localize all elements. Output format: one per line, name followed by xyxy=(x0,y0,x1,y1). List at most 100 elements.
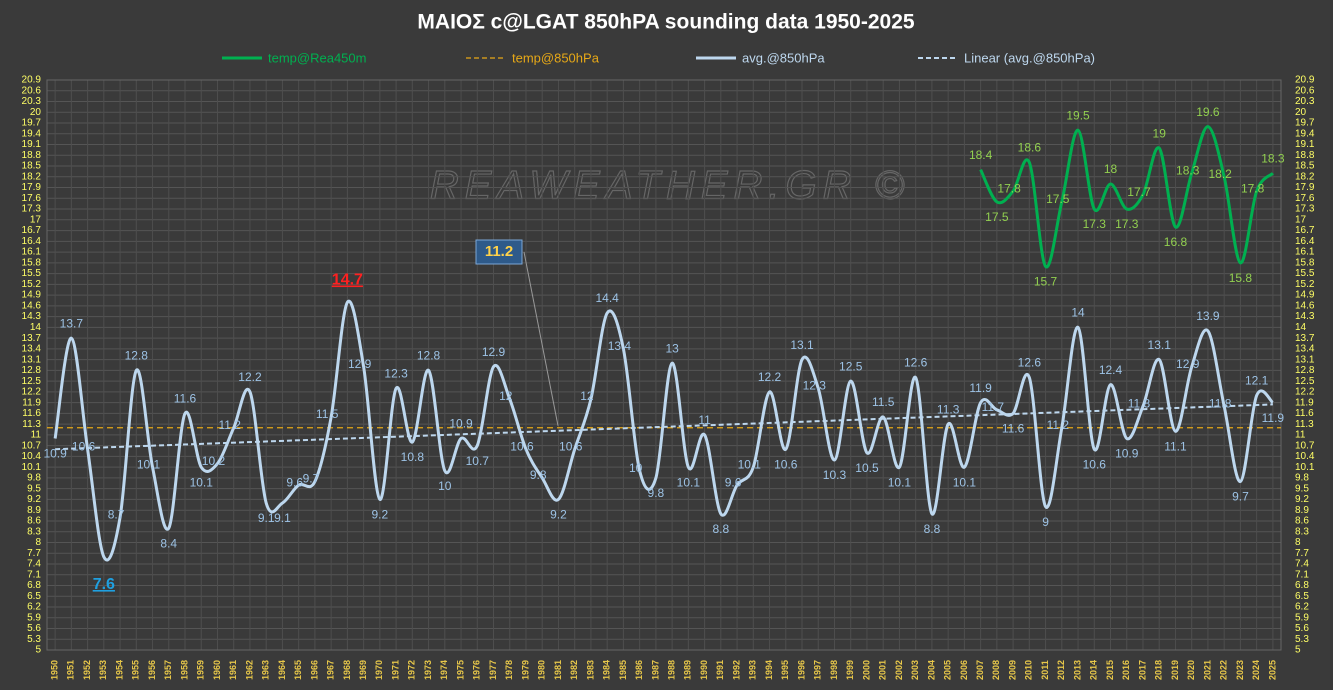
callout-leader xyxy=(523,251,559,426)
x-tick-label: 1971 xyxy=(390,660,400,680)
y2-tick-label: 20 xyxy=(1295,107,1307,118)
y2-tick-label: 10.7 xyxy=(1295,440,1315,451)
y2-tick-label: 20.9 xyxy=(1295,75,1315,86)
data-label: 10.6 xyxy=(510,439,534,453)
x-tick-label: 1964 xyxy=(277,660,287,680)
data-label: 8.8 xyxy=(924,522,941,536)
y2-tick-label: 8.6 xyxy=(1295,516,1309,527)
legend-label: Linear (avg.@850hPa) xyxy=(964,50,1095,65)
data-label: 9.7 xyxy=(303,472,320,486)
y2-tick-label: 14.9 xyxy=(1295,290,1315,301)
x-tick-label: 1999 xyxy=(845,660,855,680)
data-label: 12.8 xyxy=(417,349,441,363)
y-tick-label: 9.2 xyxy=(27,494,41,505)
x-tick-label: 2024 xyxy=(1251,660,1261,680)
x-tick-label: 1980 xyxy=(537,660,547,680)
data-label: 9.1 xyxy=(258,511,275,525)
y-tick-label: 11.9 xyxy=(22,397,41,408)
x-tick-label: 2009 xyxy=(1007,660,1017,680)
y2-tick-label: 14.3 xyxy=(1295,311,1315,322)
y-tick-label: 14.3 xyxy=(22,311,42,322)
data-label: 11 xyxy=(698,413,711,427)
data-label: 9.2 xyxy=(372,508,389,522)
y-tick-label: 11 xyxy=(31,430,42,441)
y-tick-label: 5.6 xyxy=(27,623,41,634)
x-tick-label: 1978 xyxy=(504,660,514,680)
data-label: 9.6 xyxy=(286,475,303,489)
y2-tick-label: 5 xyxy=(1295,645,1301,656)
chart-title: ΜΑΙΟΣ c@LGAT 850hPA sounding data 1950-2… xyxy=(417,11,914,34)
x-tick-label: 1956 xyxy=(147,660,157,680)
data-label: 8.7 xyxy=(108,508,125,522)
y2-tick-label: 5.6 xyxy=(1295,623,1309,634)
x-tick-label: 1972 xyxy=(407,660,417,680)
x-tick-label: 1974 xyxy=(439,660,449,680)
data-label: 11.1 xyxy=(1164,439,1187,453)
data-label: 10.3 xyxy=(823,468,847,482)
data-label: 19.5 xyxy=(1066,108,1090,122)
x-tick-label: 1969 xyxy=(358,660,368,680)
data-label: 10.5 xyxy=(855,461,879,475)
y-tick-label: 18.2 xyxy=(22,171,42,182)
x-tick-label: 1997 xyxy=(813,660,823,680)
data-label: 19 xyxy=(1153,126,1167,140)
y2-tick-label: 6.8 xyxy=(1295,580,1309,591)
y-tick-label: 15.2 xyxy=(22,279,42,290)
y2-tick-label: 7.1 xyxy=(1295,569,1309,580)
y-tick-label: 19.1 xyxy=(22,139,42,150)
x-tick-label: 1986 xyxy=(634,660,644,680)
x-tick-label: 2017 xyxy=(1137,660,1147,680)
y-tick-label: 7.7 xyxy=(27,548,41,559)
y-tick-label: 17.3 xyxy=(22,204,42,215)
x-tick-label: 1962 xyxy=(244,660,254,680)
y2-tick-label: 11.9 xyxy=(1295,397,1314,408)
data-label: 18.3 xyxy=(1176,163,1200,177)
y-tick-label: 15.8 xyxy=(22,257,42,268)
data-label: 8.8 xyxy=(712,522,729,536)
y2-tick-label: 19.4 xyxy=(1295,128,1315,139)
y-tick-label: 5.3 xyxy=(27,634,41,645)
y2-tick-label: 14 xyxy=(1295,322,1307,333)
y-tick-label: 20.9 xyxy=(22,75,42,86)
x-tick-label: 2014 xyxy=(1089,660,1099,680)
data-label: 11.8 xyxy=(1209,396,1232,410)
y-tick-label: 20.6 xyxy=(22,85,42,96)
x-tick-label: 1981 xyxy=(553,660,563,680)
x-tick-label: 1976 xyxy=(472,660,482,680)
x-tick-label: 1993 xyxy=(748,660,758,680)
data-label: 11.5 xyxy=(316,407,339,421)
x-tick-label: 2010 xyxy=(1024,660,1034,680)
x-tick-label: 2018 xyxy=(1154,660,1164,680)
y-tick-label: 5 xyxy=(35,645,41,656)
x-tick-label: 2021 xyxy=(1202,660,1212,680)
data-label: 10.6 xyxy=(559,439,583,453)
y-tick-label: 19.4 xyxy=(22,128,42,139)
data-label: 7.6 xyxy=(93,576,115,593)
y2-tick-label: 7.7 xyxy=(1295,548,1309,559)
y-tick-label: 18.8 xyxy=(22,150,42,161)
y-tick-label: 7.1 xyxy=(27,569,41,580)
y2-tick-label: 8.9 xyxy=(1295,505,1309,516)
x-tick-label: 1973 xyxy=(423,660,433,680)
watermark: REAWEATHER.GR © xyxy=(430,164,910,208)
x-tick-label: 2015 xyxy=(1105,660,1115,680)
y-tick-label: 20.3 xyxy=(22,96,42,107)
data-label: 10 xyxy=(438,479,452,493)
y-tick-label: 6.8 xyxy=(27,580,41,591)
x-tick-label: 1952 xyxy=(82,660,92,680)
data-label: 11.5 xyxy=(872,395,895,409)
data-label: 13.1 xyxy=(1148,338,1172,352)
data-label: 11.2 xyxy=(218,418,241,432)
data-label: 9.8 xyxy=(530,468,547,482)
x-tick-label: 1996 xyxy=(796,660,806,680)
y2-tick-label: 17.6 xyxy=(1295,193,1315,204)
x-tick-label: 1989 xyxy=(683,660,693,680)
data-label: 10.7 xyxy=(466,454,490,468)
y-tick-label: 19.7 xyxy=(22,118,42,129)
y2-tick-label: 15.5 xyxy=(1295,268,1315,279)
data-label: 18.4 xyxy=(969,148,993,162)
y2-tick-label: 7.4 xyxy=(1295,559,1309,570)
x-tick-label: 1975 xyxy=(455,660,465,680)
x-tick-label: 1951 xyxy=(66,660,76,680)
data-label: 17.8 xyxy=(997,181,1021,195)
